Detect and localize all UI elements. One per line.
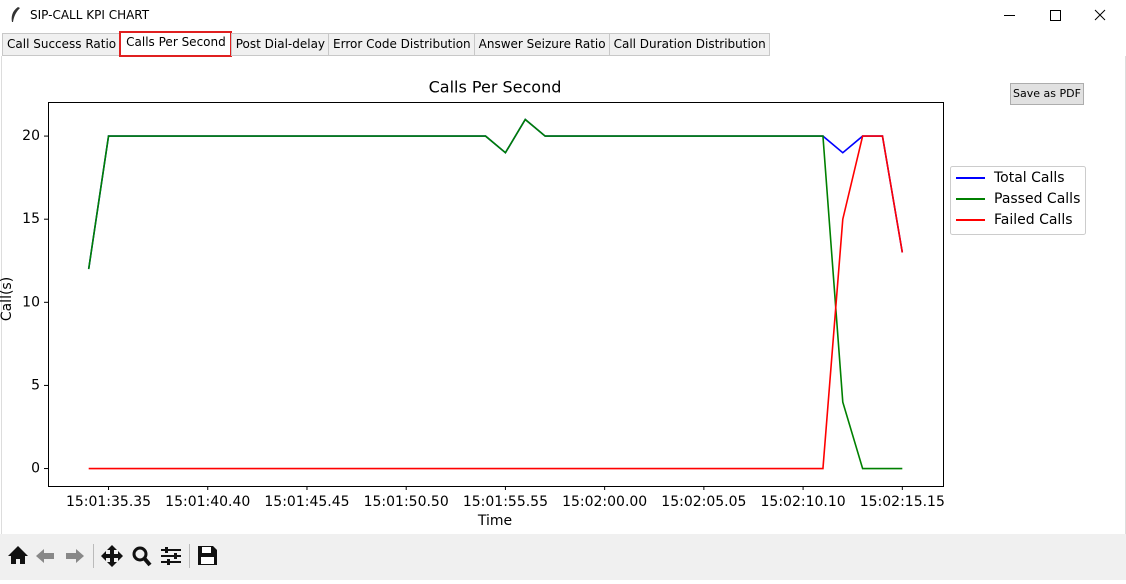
series-line bbox=[87, 118, 903, 470]
x-tick-label: 15:01:35.35 bbox=[66, 494, 151, 510]
x-tick-label: 15:02:15.15 bbox=[860, 494, 945, 510]
toolbar-icons[interactable] bbox=[0, 534, 230, 580]
tab[interactable]: Post Dial-delay bbox=[230, 33, 330, 56]
legend-label: Passed Calls bbox=[994, 191, 1080, 207]
y-tick-label: 15 bbox=[22, 211, 40, 227]
y-tick-label: 10 bbox=[22, 294, 40, 310]
x-tick-label: 15:02:00.00 bbox=[562, 494, 647, 510]
x-tick-label: 15:02:05.05 bbox=[661, 494, 746, 510]
y-tick-label: 0 bbox=[31, 461, 40, 477]
tab[interactable]: Call Duration Distribution bbox=[608, 33, 770, 56]
legend-label: Total Calls bbox=[993, 170, 1065, 186]
app-icon bbox=[11, 7, 20, 22]
tab[interactable]: Error Code Distribution bbox=[328, 33, 475, 56]
tab[interactable]: Call Success Ratio bbox=[2, 33, 121, 56]
y-tick-label: 20 bbox=[22, 128, 40, 144]
plot-area bbox=[48, 102, 944, 487]
chart: Calls Per Second Time Call(s) 0 5 10 15 20 15… bbox=[0, 78, 945, 530]
x-tick-label: 15:01:40.40 bbox=[165, 494, 250, 510]
x-tick-label: 15:02:10.10 bbox=[761, 494, 846, 510]
title-bar: SIP-CALL KPI CHART bbox=[0, 0, 1126, 31]
y-axis-label: Call(s) bbox=[0, 277, 15, 321]
legend-label: Failed Calls bbox=[994, 212, 1073, 228]
toolbar bbox=[0, 534, 1126, 580]
x-axis-label: Time bbox=[477, 513, 512, 529]
x-tick-label: 15:01:50.50 bbox=[364, 494, 449, 510]
x-tick-label: 15:01:45.45 bbox=[264, 494, 349, 510]
x-tick-label: 15:01:55.55 bbox=[463, 494, 548, 510]
chart-title: Calls Per Second bbox=[429, 78, 562, 97]
tab[interactable]: Answer Seizure Ratio bbox=[473, 33, 610, 56]
legend: Total Calls Passed Calls Failed Calls bbox=[950, 166, 1086, 235]
series-line bbox=[88, 135, 904, 470]
window-controls[interactable] bbox=[990, 0, 1126, 31]
save-button[interactable]: Save as PDF bbox=[1010, 83, 1084, 105]
window-title: SIP-CALL KPI CHART bbox=[30, 8, 150, 22]
tab[interactable]: Calls Per Second bbox=[119, 31, 232, 57]
y-tick-label: 5 bbox=[31, 377, 40, 393]
tab-bar: Call Success Ratio Calls Per Second Post D… bbox=[0, 31, 770, 57]
